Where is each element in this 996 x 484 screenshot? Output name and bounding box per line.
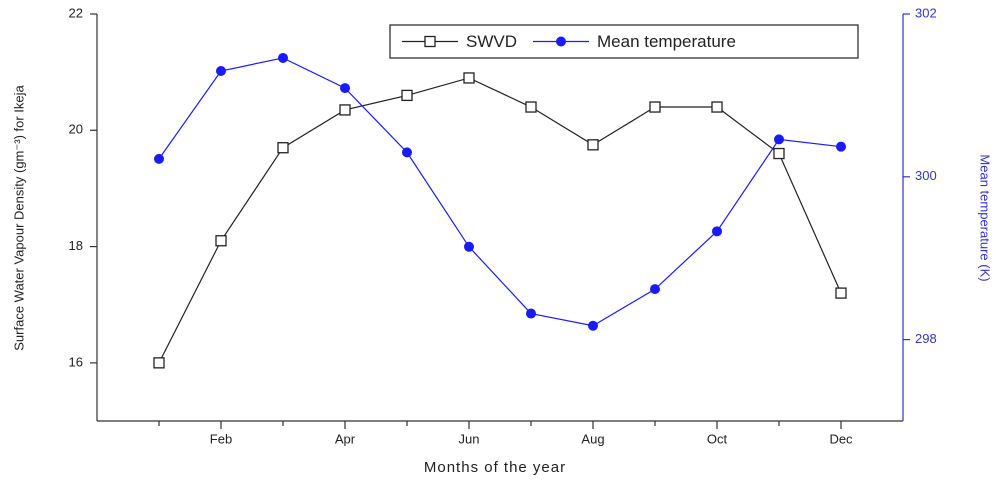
- marker: [650, 284, 660, 295]
- y2-axis-label: Mean temperature (K): [978, 154, 993, 281]
- marker: [712, 226, 722, 237]
- marker: [340, 83, 350, 94]
- x-tick-label: Apr: [335, 431, 356, 446]
- marker: [402, 147, 412, 158]
- marker: [153, 357, 165, 369]
- marker: [588, 320, 598, 331]
- marker: [278, 52, 288, 63]
- y-tick-label: 20: [69, 122, 83, 137]
- marker: [154, 153, 164, 164]
- y-tick-label: 16: [69, 354, 83, 369]
- marker: [587, 139, 599, 151]
- marker: [463, 72, 475, 84]
- marker: [464, 241, 474, 252]
- marker: [649, 101, 661, 113]
- marker: [215, 235, 227, 247]
- x-axis-label: Months of the year: [424, 459, 566, 476]
- y2-tick-label: 300: [915, 168, 937, 183]
- y2-tick-label: 298: [915, 331, 937, 346]
- y2-tick-label: 302: [915, 5, 937, 20]
- marker: [277, 142, 289, 154]
- marker: [401, 89, 413, 102]
- marker: [774, 134, 784, 145]
- marker: [711, 101, 723, 113]
- series-line: [158, 77, 842, 364]
- x-tick-label: Jun: [459, 431, 480, 446]
- y-axis-label: Surface Water Vapour Density (gm⁻³) for …: [11, 84, 26, 350]
- legend-marker: [556, 36, 566, 47]
- x-tick-label: Feb: [210, 431, 232, 446]
- x-tick-label: Aug: [581, 431, 604, 446]
- x-tick-label: Dec: [829, 431, 853, 446]
- legend-label: Mean temperature: [597, 32, 736, 51]
- y-tick-label: 18: [69, 238, 83, 253]
- marker: [526, 308, 536, 319]
- marker: [835, 287, 847, 299]
- y-tick-label: 22: [69, 5, 83, 20]
- series-line: [158, 57, 842, 327]
- marker: [836, 141, 846, 152]
- x-tick-label: Oct: [707, 431, 728, 446]
- marker: [339, 104, 351, 116]
- legend-box: [389, 24, 859, 59]
- legend-marker: [424, 35, 436, 48]
- marker: [525, 101, 537, 113]
- legend-label: SWVD: [466, 32, 517, 51]
- marker: [773, 147, 785, 160]
- marker: [216, 65, 226, 76]
